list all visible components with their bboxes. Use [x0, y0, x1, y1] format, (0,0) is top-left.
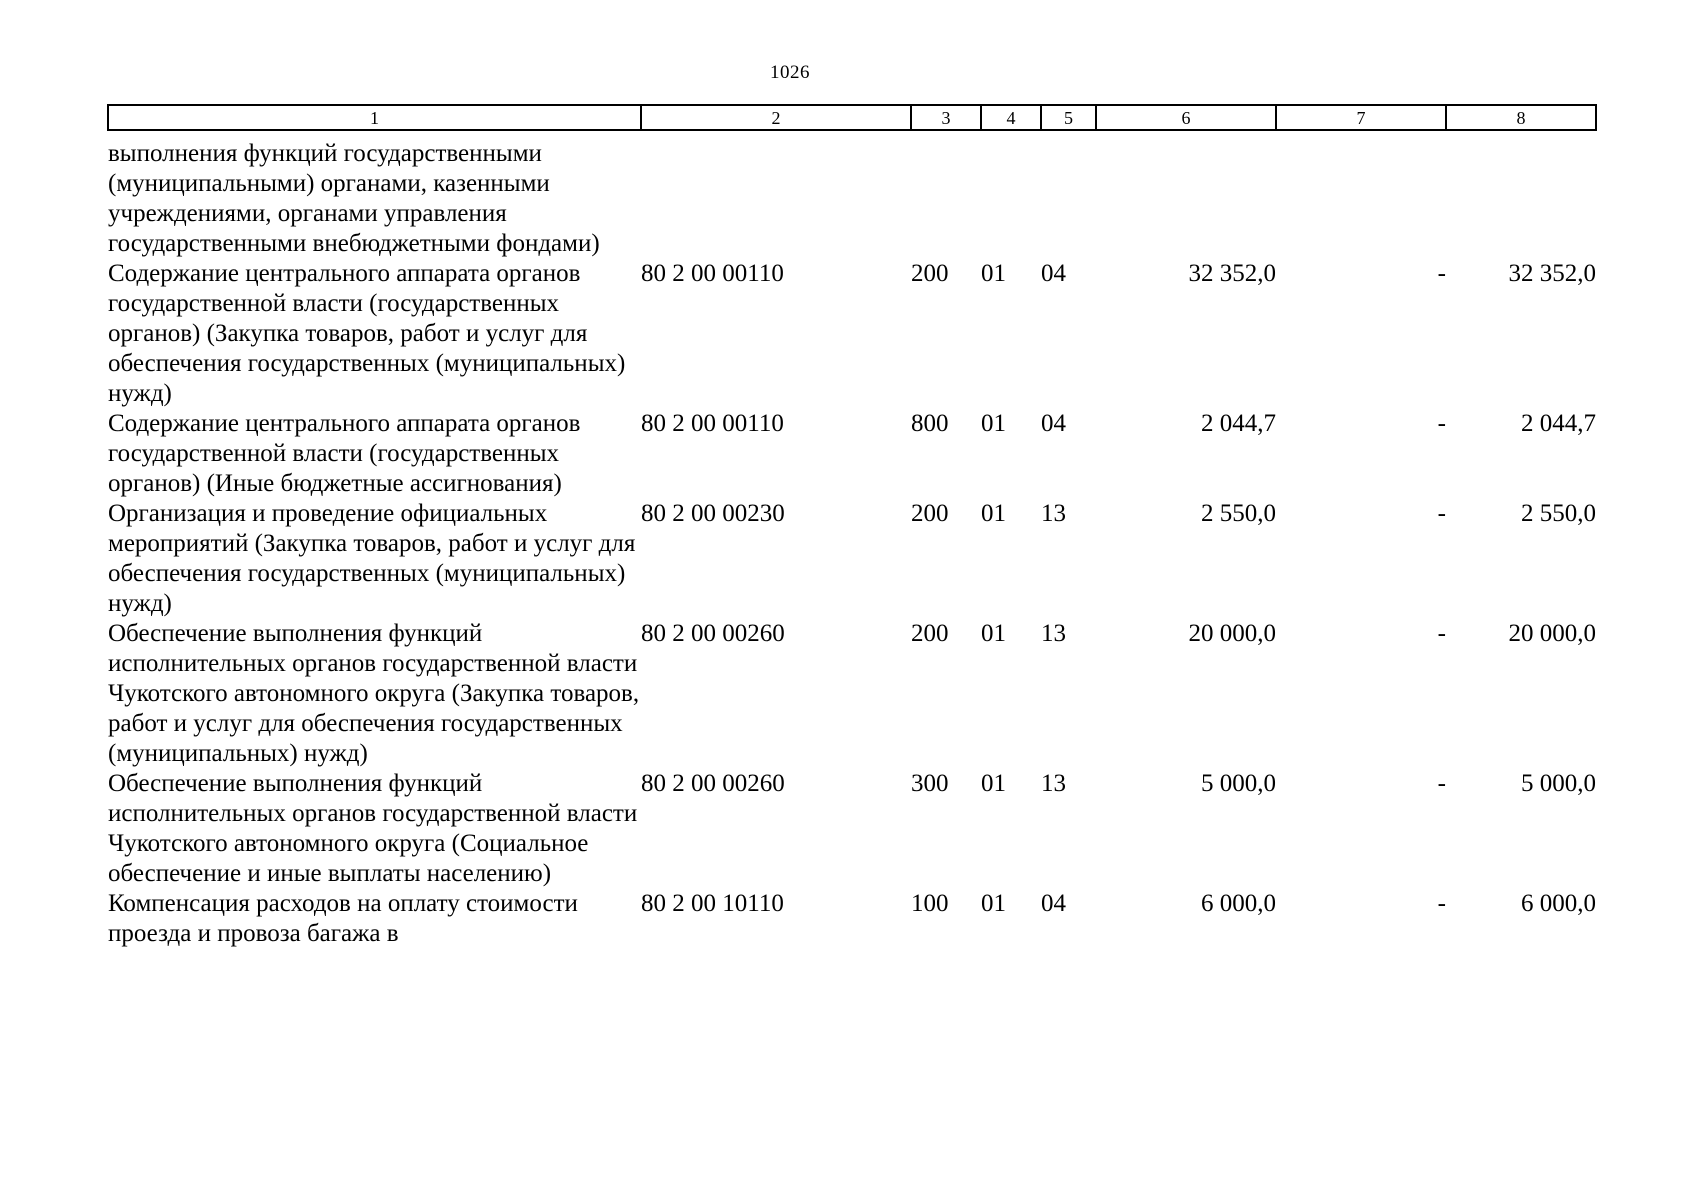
cell-amount-net: 5 000,0: [1521, 770, 1596, 797]
header-col-7: 7: [1275, 104, 1447, 131]
cell-section: [981, 130, 1041, 259]
cell-section: 01: [981, 770, 1006, 797]
cell-section: 01: [981, 260, 1006, 287]
cell-amount-net: 6 000,0: [1521, 890, 1596, 917]
cell-amount-total: 2 044,7: [1201, 410, 1276, 437]
budget-table: 1 2 3 4 5 6 7 8 выполнения функций госуд…: [107, 104, 1597, 949]
cell-amount-federal: -: [1437, 260, 1446, 287]
header-col-4: 4: [980, 104, 1042, 131]
table-row: Содержание центрального аппарата органов…: [108, 409, 1596, 499]
cell-expense-type: 800: [911, 410, 949, 437]
cell-amount-federal: -: [1437, 770, 1446, 797]
cell-section: 01: [981, 620, 1006, 647]
cell-code: 80 2 00 00230: [641, 500, 785, 527]
cell-code: 80 2 00 10110: [641, 890, 784, 917]
cell-expense-type: 300: [911, 770, 949, 797]
table-row: Организация и проведение официальных мер…: [108, 499, 1596, 619]
cell-section: 01: [981, 890, 1006, 917]
cell-amount-total: [1096, 130, 1276, 259]
cell-amount-total: 6 000,0: [1201, 890, 1276, 917]
cell-expense-type: 100: [911, 890, 949, 917]
cell-section: 01: [981, 500, 1006, 527]
cell-description: Содержание центрального аппарата органов…: [108, 410, 581, 497]
cell-amount-total: 32 352,0: [1188, 260, 1277, 287]
cell-subsection: 04: [1041, 260, 1066, 287]
cell-amount-net: 20 000,0: [1508, 620, 1597, 647]
cell-description: Обеспечение выполнения функций исполните…: [108, 620, 640, 767]
cell-section: 01: [981, 410, 1006, 437]
cell-code: 80 2 00 00110: [641, 410, 784, 437]
header-col-3: 3: [910, 104, 982, 131]
cell-description: Организация и проведение официальных мер…: [108, 500, 636, 617]
cell-amount-total: 2 550,0: [1201, 500, 1276, 527]
header-col-5: 5: [1040, 104, 1097, 131]
header-col-2: 2: [640, 104, 912, 131]
cell-amount-net: 2 044,7: [1521, 410, 1596, 437]
cell-amount-federal: -: [1437, 890, 1446, 917]
cell-code: 80 2 00 00260: [641, 770, 785, 797]
header-col-1: 1: [107, 104, 642, 131]
cell-amount-net: 2 550,0: [1521, 500, 1596, 527]
cell-description: Обеспечение выполнения функций исполните…: [108, 770, 638, 887]
cell-amount-net: 32 352,0: [1508, 260, 1597, 287]
cell-amount-federal: [1276, 130, 1446, 259]
cell-expense-type: 200: [911, 500, 949, 527]
header-col-6: 6: [1095, 104, 1277, 131]
cell-subsection: 13: [1041, 770, 1066, 797]
cell-subsection: [1041, 130, 1096, 259]
cell-expense-type: 200: [911, 620, 949, 647]
cell-description: Компенсация расходов на оплату стоимости…: [108, 890, 578, 947]
cell-expense-type: [911, 130, 981, 259]
cell-amount-net: [1446, 130, 1596, 259]
cell-description: выполнения функций государственными (мун…: [108, 140, 600, 257]
cell-amount-federal: -: [1437, 620, 1446, 647]
cell-subsection: 04: [1041, 890, 1066, 917]
cell-expense-type: 200: [911, 260, 949, 287]
header-col-8: 8: [1445, 104, 1597, 131]
table-row: Обеспечение выполнения функций исполните…: [108, 769, 1596, 889]
cell-code: 80 2 00 00110: [641, 260, 784, 287]
cell-description: Содержание центрального аппарата органов…: [108, 260, 626, 407]
cell-amount-federal: -: [1437, 410, 1446, 437]
cell-amount-total: 20 000,0: [1188, 620, 1277, 647]
table-row: Содержание центрального аппарата органов…: [108, 259, 1596, 409]
cell-code: 80 2 00 00260: [641, 620, 785, 647]
cell-subsection: 04: [1041, 410, 1066, 437]
cell-subsection: 13: [1041, 500, 1066, 527]
cell-code: [641, 130, 911, 259]
cell-amount-federal: -: [1437, 500, 1446, 527]
page-number: 1026: [770, 62, 810, 83]
cell-subsection: 13: [1041, 620, 1066, 647]
cell-amount-total: 5 000,0: [1201, 770, 1276, 797]
table-row: Обеспечение выполнения функций исполните…: [108, 619, 1596, 769]
table-header-row: 1 2 3 4 5 6 7 8: [107, 104, 1597, 131]
table-row: выполнения функций государственными (мун…: [108, 130, 1596, 259]
table-row: Компенсация расходов на оплату стоимости…: [108, 889, 1596, 949]
